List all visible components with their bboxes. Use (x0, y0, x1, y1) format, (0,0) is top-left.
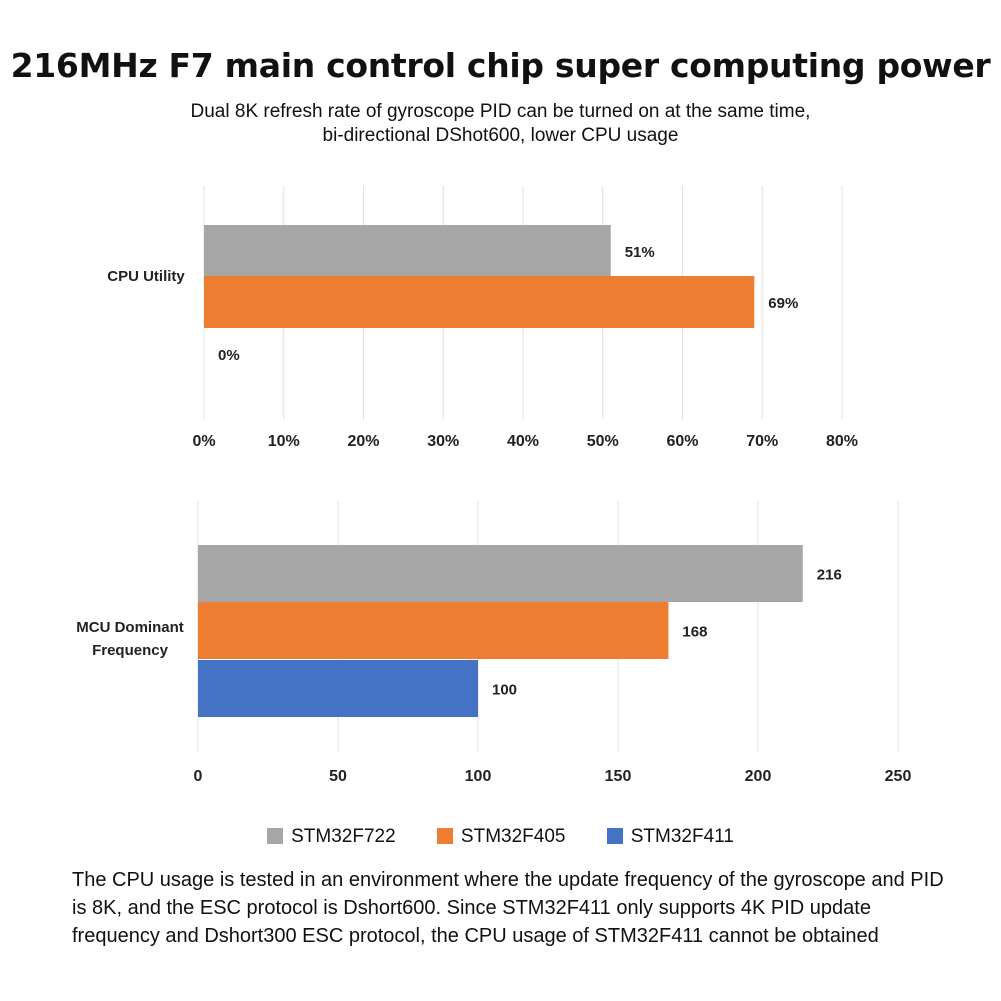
footnote: The CPU usage is tested in an environmen… (72, 869, 944, 947)
legend-label-stm32f411: STM32F411 (630, 826, 734, 847)
chart-1-tick-label: 60% (666, 433, 698, 450)
chart-1-tick-label: 80% (826, 433, 858, 450)
chart-2-data-label-stm32f411: 100 (492, 682, 517, 699)
chart-2-category-label: MCU Dominant (76, 619, 184, 636)
chart-legend: STM32F722 STM32F405 STM32F411 (0, 826, 1001, 848)
subtitle-line-2: bi-directional DShot600, lower CPU usage (322, 125, 679, 146)
chart-1-tick-label: 70% (746, 433, 778, 450)
chart-2-bar-stm32f722 (198, 545, 803, 602)
chart-1-tick-label: 0% (192, 433, 215, 450)
chart-2-bar-stm32f411 (198, 660, 478, 717)
page-title: 216MHz F7 main control chip super comput… (10, 46, 991, 85)
legend-swatch-stm32f411 (606, 828, 623, 844)
chart-1-data-label-stm32f722: 51% (625, 244, 655, 261)
legend-label-stm32f722: STM32F722 (291, 826, 396, 847)
chart-1-data-label-stm32f405: 69% (768, 295, 798, 312)
page-subtitle: Dual 8K refresh rate of gyroscope PID ca… (0, 100, 1001, 148)
chart-1-tick-label: 20% (347, 433, 379, 450)
chart-2-tick-label: 100 (465, 768, 492, 785)
subtitle-line-1: Dual 8K refresh rate of gyroscope PID ca… (190, 101, 811, 122)
chart-2-tick-label: 0 (194, 768, 203, 785)
chart-2-bar-stm32f405 (198, 602, 669, 659)
chart-2-data-label-stm32f405: 168 (682, 624, 707, 641)
legend-label-stm32f405: STM32F405 (460, 826, 566, 847)
chart-2-category-label: Frequency (92, 642, 169, 659)
legend-item-stm32f722: STM32F722 (267, 826, 396, 848)
chart-1-tick-label: 10% (268, 433, 300, 450)
chart-1-bar-stm32f722 (204, 225, 611, 277)
chart-2-data-label-stm32f722: 216 (817, 567, 842, 584)
chart-2-tick-label: 150 (605, 768, 632, 785)
chart-1-data-label-stm32f411: 0% (218, 347, 240, 364)
chart-1-tick-label: 50% (587, 433, 619, 450)
chart-2-tick-label: 50 (329, 768, 347, 785)
legend-swatch-stm32f722 (267, 828, 284, 844)
chart-1-tick-label: 30% (427, 433, 459, 450)
legend-item-stm32f405: STM32F405 (436, 826, 566, 848)
chart-2-tick-label: 250 (885, 768, 912, 785)
chart-1-category-label: CPU Utility (107, 268, 185, 285)
legend-swatch-stm32f405 (436, 828, 453, 844)
legend-item-stm32f411: STM32F411 (606, 826, 734, 848)
chart-1-tick-label: 40% (507, 433, 539, 450)
chart-1-bar-stm32f405 (204, 276, 755, 328)
chart-2-tick-label: 200 (745, 768, 772, 785)
